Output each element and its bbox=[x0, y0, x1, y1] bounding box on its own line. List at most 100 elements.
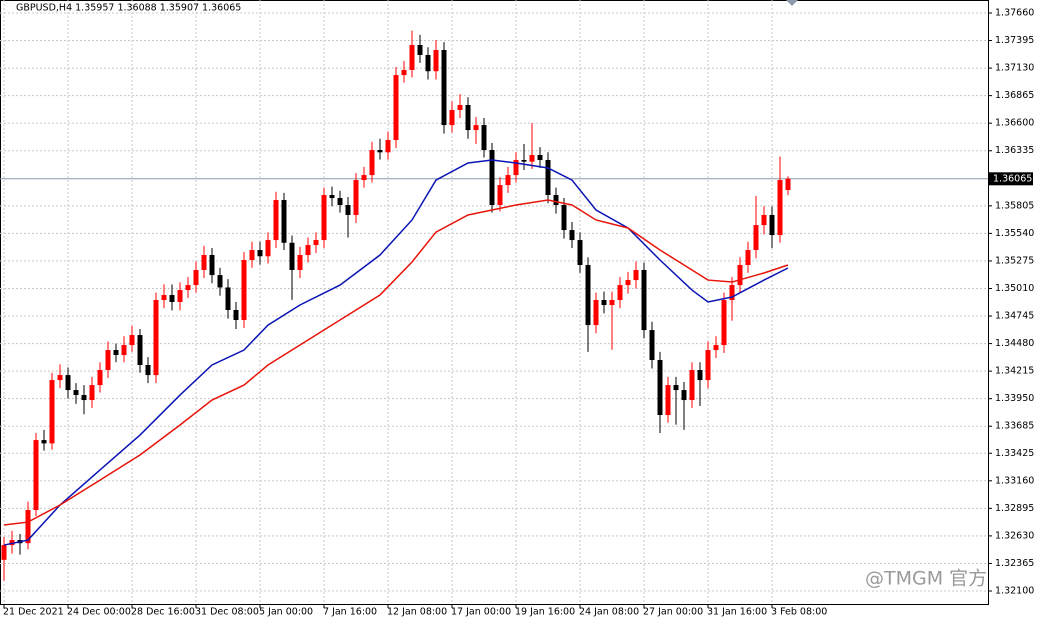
y-tick-label: 1.34215 bbox=[995, 366, 1034, 377]
chart-title: GBPUSD,H4 1.35957 1.36088 1.35907 1.3606… bbox=[16, 3, 241, 14]
candle-body bbox=[697, 369, 703, 381]
y-tick-label: 1.33425 bbox=[995, 448, 1034, 459]
candle-body bbox=[417, 45, 423, 55]
candle-body bbox=[449, 109, 455, 126]
candle-body bbox=[553, 195, 559, 206]
y-tick-label: 1.35275 bbox=[995, 255, 1034, 266]
x-tick-label: 17 Jan 00:00 bbox=[451, 607, 511, 618]
candle-body bbox=[193, 269, 199, 286]
candle-body bbox=[281, 200, 287, 243]
x-tick-label: 12 Jan 08:00 bbox=[387, 607, 447, 618]
candle-body bbox=[177, 290, 183, 302]
candle-body bbox=[353, 180, 359, 215]
candle-body bbox=[25, 510, 31, 544]
candle-body bbox=[737, 264, 743, 286]
candle-body bbox=[561, 205, 567, 231]
candle-body bbox=[313, 240, 319, 246]
candle-body bbox=[97, 369, 103, 386]
candle-body bbox=[681, 390, 687, 401]
candle-body bbox=[665, 385, 671, 416]
candle-body bbox=[121, 345, 127, 356]
candle-body bbox=[433, 50, 439, 72]
candle-body bbox=[729, 285, 735, 301]
candle-body bbox=[705, 350, 711, 381]
candle-body bbox=[633, 269, 639, 281]
candle-body bbox=[601, 300, 607, 306]
candle-body bbox=[409, 45, 415, 70]
candle-body bbox=[57, 375, 63, 381]
candle-body bbox=[297, 255, 303, 270]
x-tick-label: 31 Jan 16:00 bbox=[707, 607, 767, 618]
candle-body bbox=[113, 350, 119, 356]
candle-body bbox=[41, 440, 47, 444]
candle-body bbox=[241, 260, 247, 320]
y-tick-label: 1.32630 bbox=[995, 530, 1034, 541]
candle-body bbox=[753, 225, 759, 251]
x-tick-label: 19 Jan 16:00 bbox=[515, 607, 575, 618]
y-tick-label: 1.36865 bbox=[995, 90, 1034, 101]
candle-body bbox=[473, 125, 479, 131]
candle-body bbox=[545, 159, 551, 196]
candle-body bbox=[161, 295, 167, 301]
candle-body bbox=[497, 185, 503, 206]
x-tick-label: 24 Jan 08:00 bbox=[579, 607, 639, 618]
y-tick-label: 1.36600 bbox=[995, 118, 1034, 129]
candle-body bbox=[233, 310, 239, 320]
candle-body bbox=[385, 140, 391, 153]
y-tick-label: 1.33685 bbox=[995, 421, 1034, 432]
candle-body bbox=[265, 240, 271, 257]
candle-body bbox=[657, 360, 663, 416]
candle-body bbox=[769, 214, 775, 236]
candle-body bbox=[49, 380, 55, 444]
x-tick-label: 28 Dec 16:00 bbox=[131, 607, 195, 618]
candle-body bbox=[761, 214, 767, 226]
y-tick-label: 1.33950 bbox=[995, 393, 1034, 404]
candle-body bbox=[249, 250, 255, 261]
candle-body bbox=[65, 375, 71, 391]
candle-body bbox=[329, 195, 335, 199]
candle-body bbox=[617, 285, 623, 301]
candle-body bbox=[337, 198, 343, 206]
candle-body bbox=[73, 390, 79, 396]
candle-body bbox=[305, 245, 311, 256]
candle-body bbox=[569, 230, 575, 241]
y-tick-label: 1.37395 bbox=[995, 35, 1034, 46]
y-tick-label: 1.34480 bbox=[995, 338, 1034, 349]
candle-body bbox=[185, 285, 191, 291]
candle-body bbox=[489, 150, 495, 206]
y-tick-label: 1.32895 bbox=[995, 503, 1034, 514]
candle-body bbox=[345, 205, 351, 215]
candle-body bbox=[145, 364, 151, 376]
candle-body bbox=[673, 385, 679, 391]
candle-body bbox=[745, 250, 751, 265]
candle-body bbox=[625, 280, 631, 286]
y-tick-label: 1.35010 bbox=[995, 283, 1034, 294]
candle-body bbox=[257, 250, 263, 257]
candle-body bbox=[89, 385, 95, 401]
candle-body bbox=[529, 155, 535, 162]
candle-body bbox=[777, 180, 783, 236]
x-tick-label: 7 Jan 16:00 bbox=[323, 607, 377, 618]
candle-body bbox=[513, 159, 519, 176]
candle-body bbox=[585, 264, 591, 326]
candle-body bbox=[321, 195, 327, 241]
candle-body bbox=[225, 287, 231, 311]
x-tick-label: 3 Feb 08:00 bbox=[771, 607, 827, 618]
candle-body bbox=[457, 104, 463, 110]
candle-body bbox=[273, 200, 279, 241]
moving-average bbox=[3, 199, 789, 526]
candle-body bbox=[377, 150, 383, 153]
candle-body bbox=[289, 242, 295, 270]
candle-body bbox=[369, 150, 375, 176]
x-tick-label: 31 Dec 08:00 bbox=[195, 607, 259, 618]
y-tick-label: 1.35805 bbox=[995, 200, 1034, 211]
candle-body bbox=[1, 545, 7, 560]
candle-body bbox=[465, 104, 471, 131]
candle-body bbox=[393, 75, 399, 141]
candle-body bbox=[129, 335, 135, 346]
y-tick-label: 1.35540 bbox=[995, 228, 1034, 239]
x-tick-label: 5 Jan 00:00 bbox=[259, 607, 313, 618]
candle-body bbox=[137, 335, 143, 365]
candle-body bbox=[209, 255, 215, 276]
